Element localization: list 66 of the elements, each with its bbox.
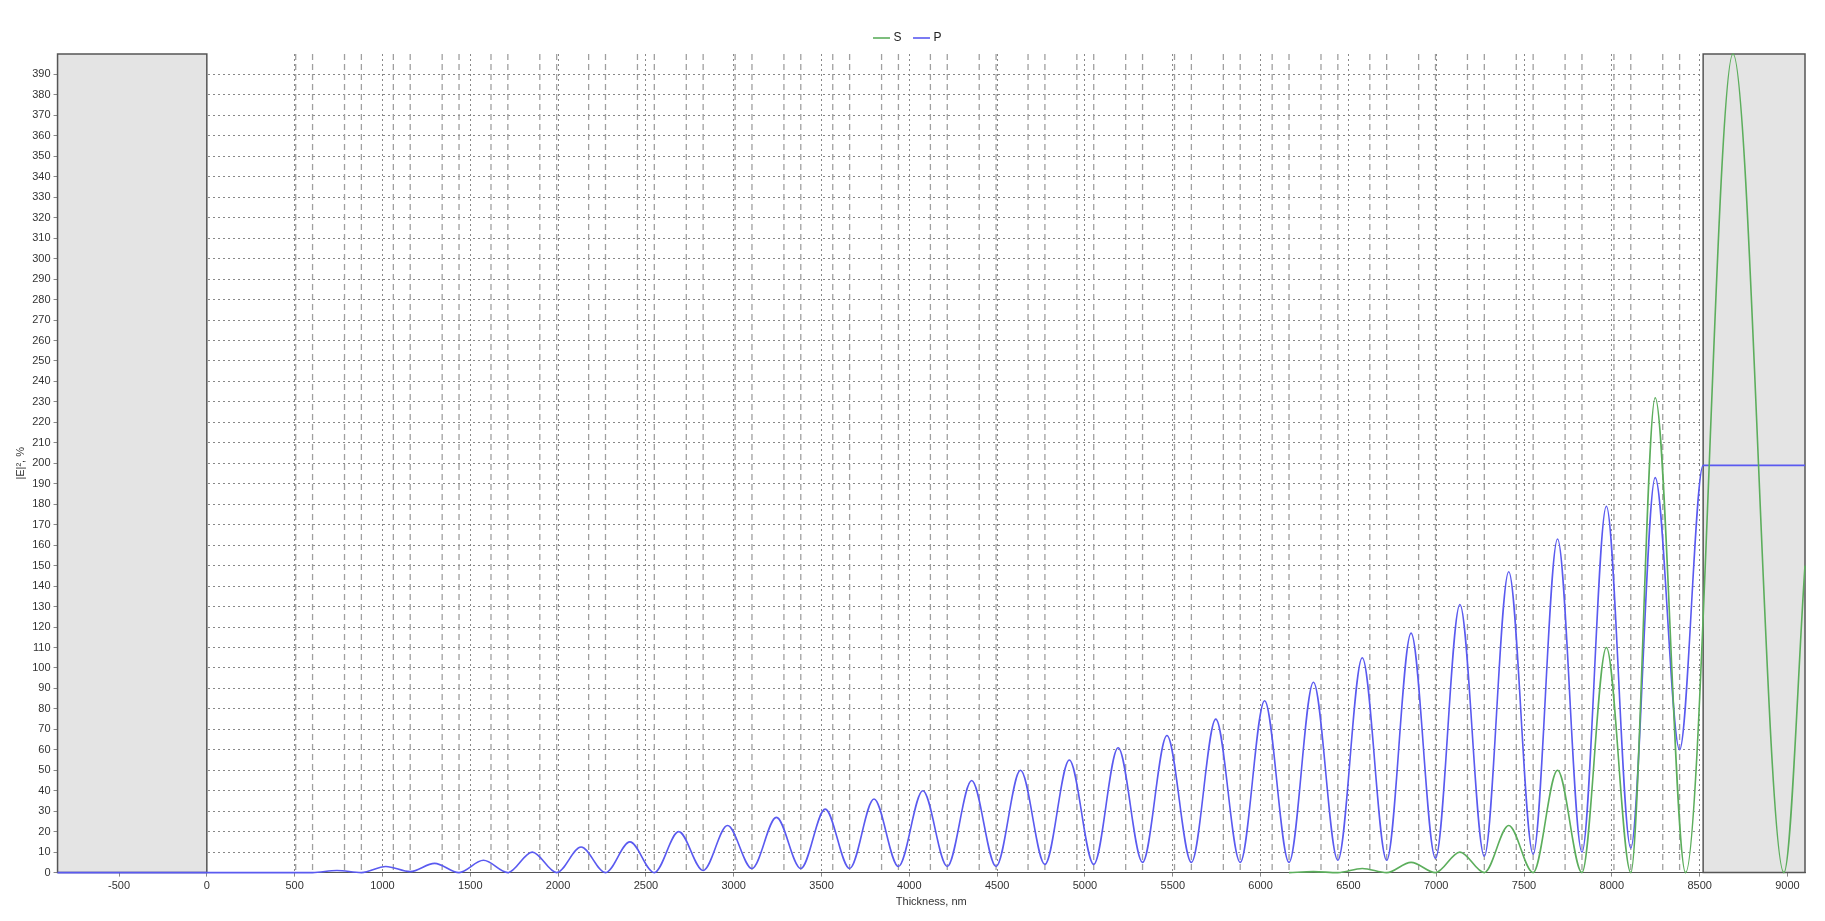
- x-tick-label: 6500: [1336, 879, 1361, 892]
- y-tick-label: 240: [32, 374, 51, 387]
- x-tick-label: 7500: [1511, 879, 1537, 892]
- y-tick-label: 30: [38, 804, 51, 817]
- y-tick-label: 10: [38, 845, 51, 858]
- x-tick-label: 9000: [1775, 879, 1800, 892]
- x-tick-label: -500: [108, 879, 131, 892]
- y-tick-label: 300: [32, 251, 51, 264]
- y-tick-label: 210: [32, 435, 51, 448]
- y-tick-label: 130: [32, 599, 51, 612]
- y-tick-label: 250: [32, 354, 51, 367]
- y-tick-label: 110: [33, 640, 51, 653]
- y-tick-label: 350: [32, 149, 51, 162]
- y-tick-label: 370: [32, 108, 51, 121]
- x-tick-label: 8500: [1687, 879, 1712, 892]
- x-tick-label: 5500: [1160, 879, 1185, 892]
- y-tick-label: 320: [32, 210, 51, 223]
- x-tick-label: 5000: [1072, 879, 1098, 892]
- x-tick-label: 500: [285, 879, 304, 892]
- y-tick-label: 390: [32, 67, 51, 80]
- y-tick-label: 290: [32, 272, 51, 285]
- y-tick-label: 260: [32, 333, 51, 346]
- y-tick-label: 40: [38, 783, 51, 796]
- x-tick-label: 1000: [370, 879, 395, 892]
- y-tick-label: 120: [32, 620, 51, 633]
- x-tick-label: 4000: [897, 879, 922, 892]
- y-tick-label: 220: [32, 415, 51, 428]
- y-tick-label: 190: [32, 476, 51, 489]
- y-tick-label: 80: [38, 701, 51, 714]
- x-tick-label: 1500: [458, 879, 483, 892]
- x-tick-label: 4500: [984, 879, 1010, 892]
- line-series: [1288, 53, 1806, 874]
- x-tick-label: 3500: [809, 879, 834, 892]
- y-tick-label: 170: [32, 517, 51, 530]
- y-tick-label: 60: [38, 742, 51, 755]
- y-tick-label: 340: [32, 169, 51, 182]
- x-tick-label: 2500: [633, 879, 659, 892]
- legend-label: P: [933, 30, 942, 45]
- y-tick-label: 270: [32, 313, 51, 326]
- x-tick-label: 0: [203, 879, 210, 892]
- x-tick-label: 3000: [721, 879, 746, 892]
- y-tick-label: 50: [38, 763, 51, 776]
- y-tick-label: 100: [32, 660, 51, 673]
- y-tick-label: 310: [32, 231, 51, 244]
- y-tick-label: 20: [38, 824, 51, 837]
- x-tick-label: 7000: [1423, 879, 1449, 892]
- y-tick-label: 380: [32, 87, 51, 100]
- y-tick-label: 140: [32, 579, 51, 592]
- y-tick-label: 0: [44, 865, 51, 878]
- x-axis-title: Thickness, nm: [895, 895, 967, 908]
- x-tick-label: 6000: [1248, 879, 1273, 892]
- line-series: [56, 464, 1806, 874]
- y-tick-label: 360: [32, 128, 51, 141]
- y-tick-label: 200: [32, 456, 51, 469]
- y-tick-label: 230: [32, 394, 51, 407]
- y-axis-title: |E|², %: [13, 446, 26, 480]
- legend-label: S: [893, 30, 902, 45]
- y-tick-label: 330: [32, 190, 51, 203]
- y-tick-label: 280: [32, 292, 51, 305]
- y-tick-label: 150: [32, 558, 51, 571]
- y-tick-label: 180: [32, 497, 51, 510]
- x-tick-label: 2000: [545, 879, 571, 892]
- y-tick-label: 160: [32, 538, 51, 551]
- y-tick-label: 70: [38, 722, 51, 735]
- y-tick-label: 90: [38, 681, 51, 694]
- x-tick-label: 8000: [1599, 879, 1625, 892]
